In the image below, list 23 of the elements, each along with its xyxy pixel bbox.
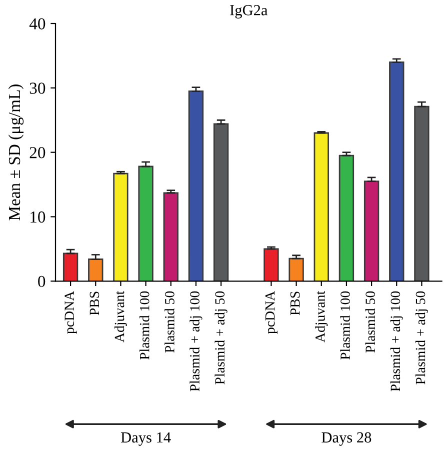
x-tick-label: Adjuvant — [315, 290, 328, 342]
x-tick-label: Plasmid + adj 100 — [390, 291, 403, 392]
x-tick-label: Plasmid + adj 100 — [190, 291, 202, 392]
text: Days 14 — [120, 432, 171, 446]
x-tick-label: Plasmid 100 — [140, 291, 150, 360]
y-tick-label: 30 — [30, 82, 46, 94]
x-tick-label: Plasmid 50 — [365, 291, 376, 353]
y-tick-label: 10 — [30, 211, 46, 223]
chart-title: IgG2a — [230, 5, 268, 18]
x-tick-label: pcDNA — [64, 290, 77, 334]
x-tick-label: PBS — [90, 292, 100, 316]
text: Days 28 — [322, 432, 372, 446]
x-tick-label: Plasmid + adj 50 — [214, 291, 228, 384]
x-tick-label: Adjuvant — [114, 290, 128, 342]
y-tick-label: 20 — [30, 147, 46, 158]
x-tick-label: pcDNA — [265, 290, 278, 334]
y-axis-title: Mean ± SD (μg/mL) — [8, 84, 24, 220]
x-tick-label: Plasmid 50 — [164, 291, 174, 353]
x-tick-label: Plasmid 100 — [340, 291, 350, 360]
y-tick-label: 40 — [29, 18, 46, 30]
x-tick-label: PBS — [290, 292, 300, 316]
x-tick-label: Plasmid + adj 50 — [415, 291, 428, 384]
y-tick-label: 0 — [38, 276, 46, 288]
